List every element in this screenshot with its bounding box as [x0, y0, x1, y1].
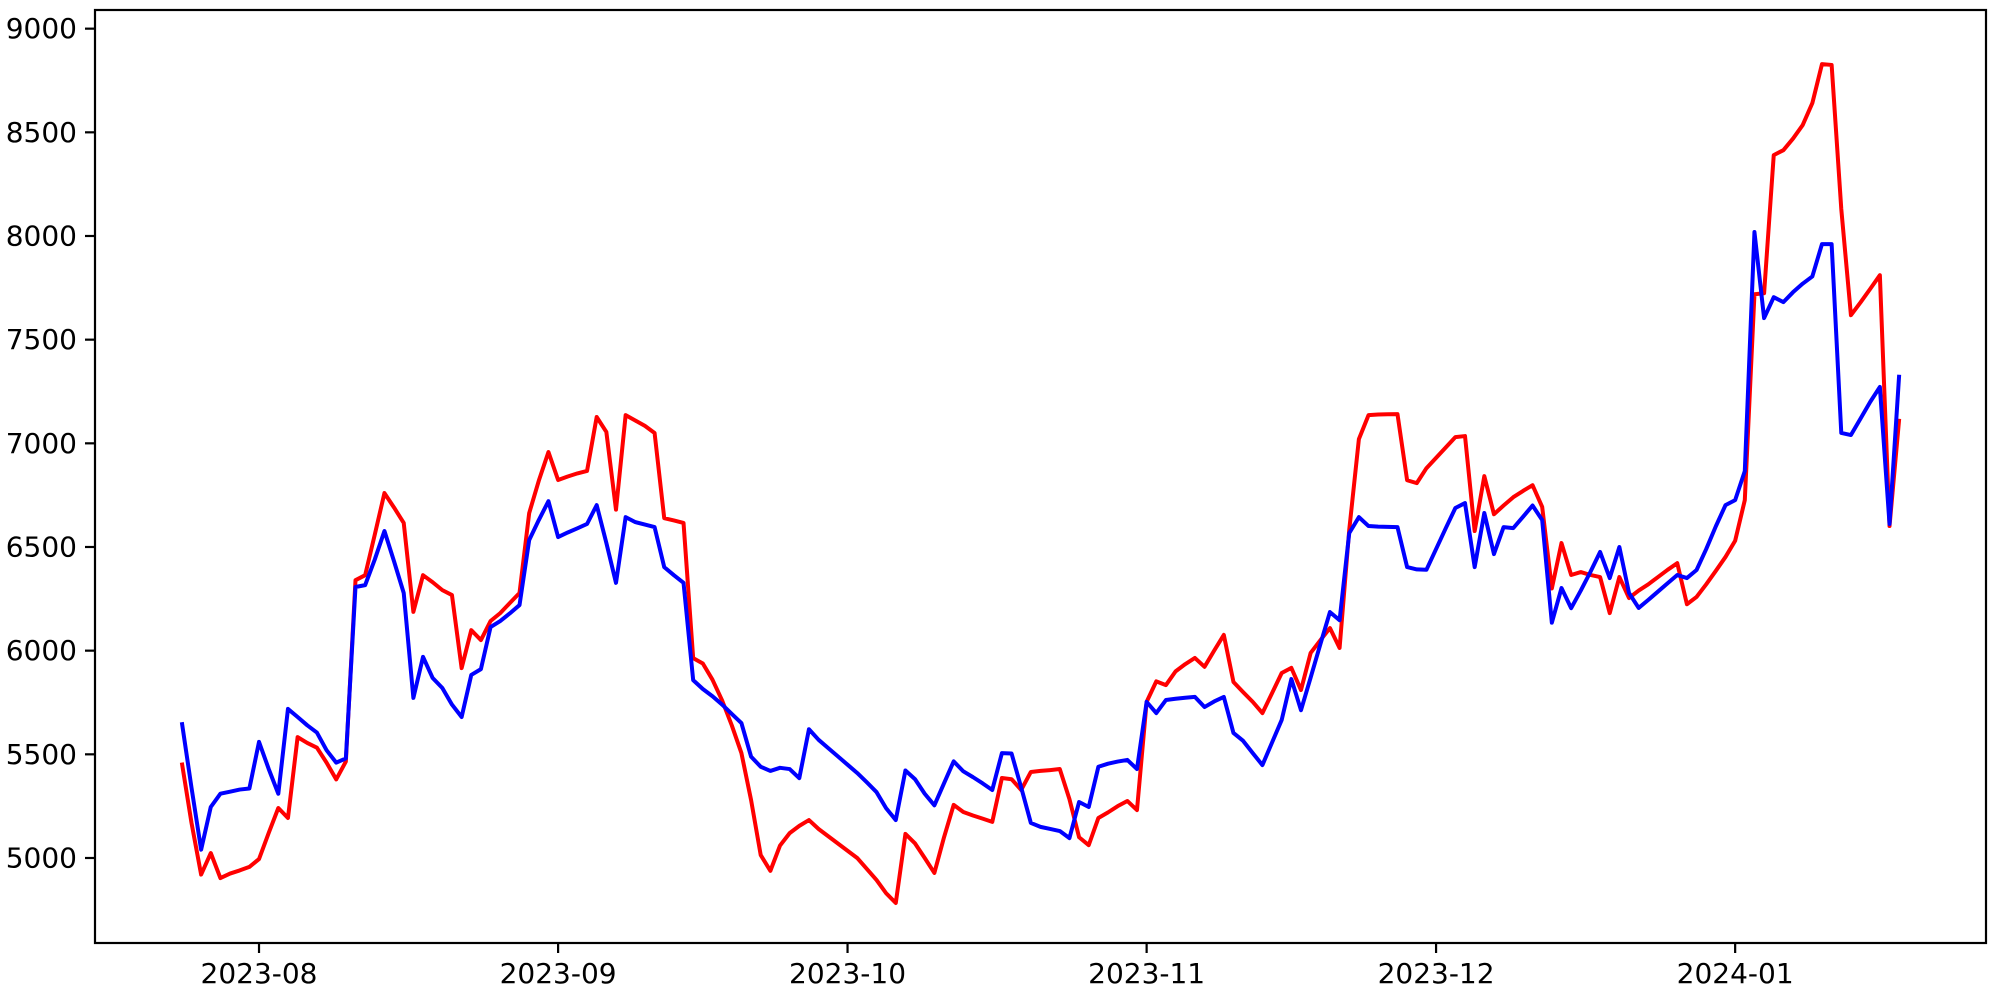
x-tick-label: 2023-12	[1378, 957, 1495, 990]
y-tick-label: 7500	[6, 323, 77, 356]
y-tick-label: 8500	[6, 116, 77, 149]
y-axis: 5000 5500 6000 6500 7000 7500 8000 8500 9000	[6, 12, 95, 874]
x-tick-label: 2024-01	[1677, 957, 1794, 990]
y-tick-label: 5000	[6, 841, 77, 874]
x-tick-label: 2023-09	[500, 957, 617, 990]
y-tick-label: 8000	[6, 219, 77, 252]
y-tick-label: 7000	[6, 427, 77, 460]
y-tick-label: 9000	[6, 12, 77, 45]
blue-series-line	[179, 230, 1902, 852]
x-axis: 2023-08 2023-09 2023-10 2023-11 2023-12 2024-…	[201, 943, 1794, 990]
y-tick-label: 5500	[6, 738, 77, 771]
x-tick-label: 2023-10	[789, 957, 906, 990]
x-tick-label: 2023-08	[201, 957, 318, 990]
plot-border	[93, 8, 1988, 945]
x-tick-label: 2023-11	[1088, 957, 1205, 990]
red-series-line	[179, 62, 1902, 905]
y-tick-label: 6500	[6, 530, 77, 563]
y-tick-label: 6000	[6, 634, 77, 667]
